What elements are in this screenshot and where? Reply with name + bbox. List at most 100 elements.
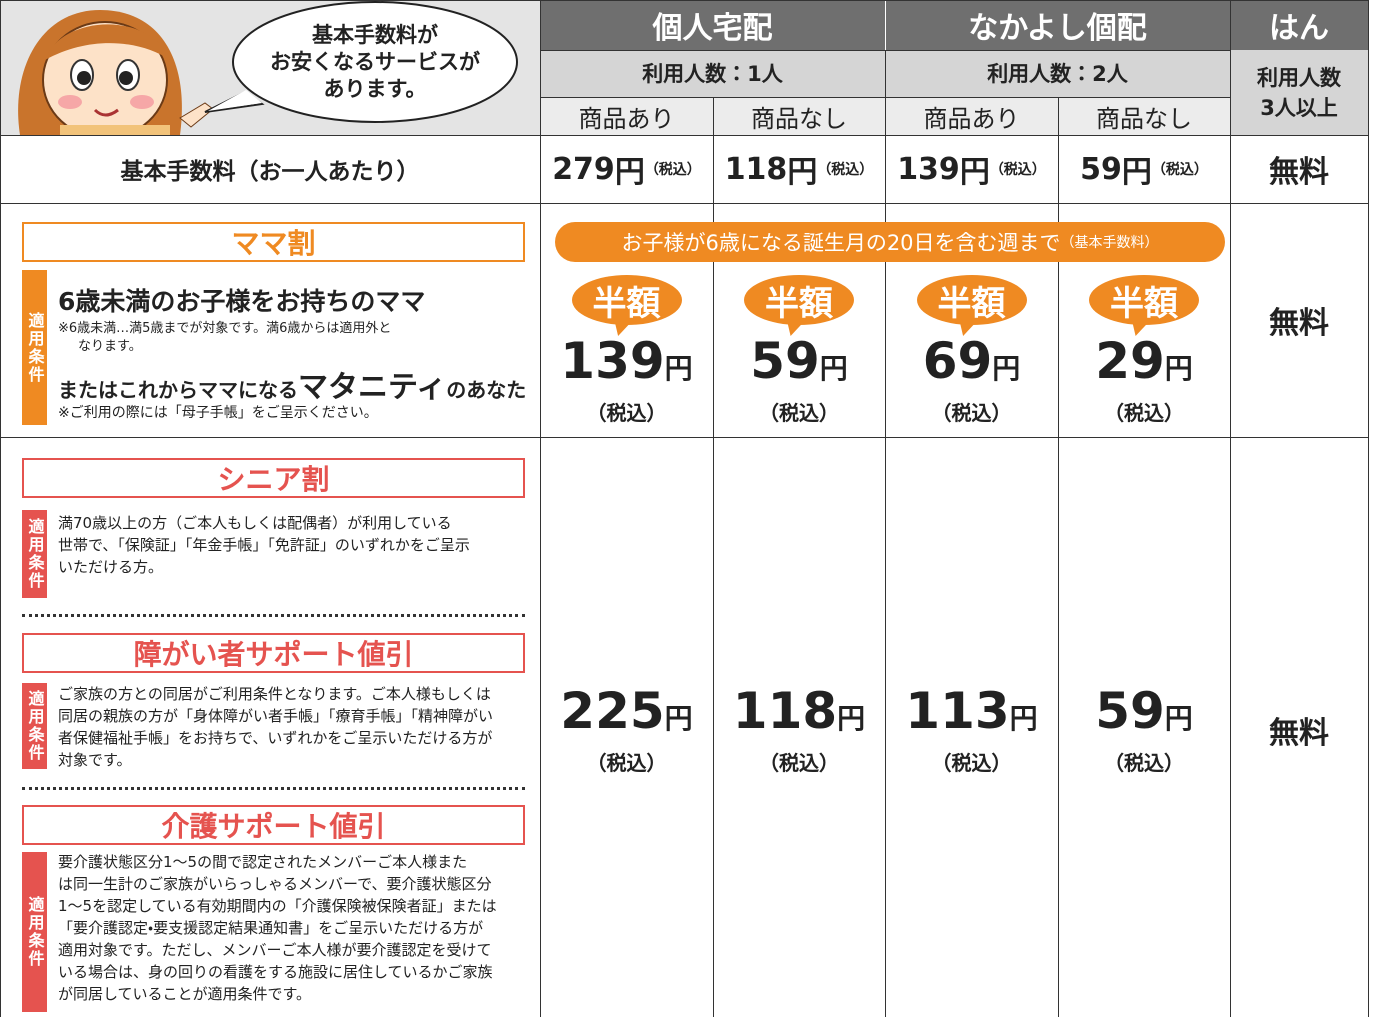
fee-amount: 59 — [750, 332, 820, 390]
tax-note: （税込） — [931, 401, 1012, 425]
condition-line: 対象です。 — [58, 751, 132, 769]
fee-amount: 139 — [560, 332, 665, 390]
rule — [540, 0, 541, 1017]
group-name: なかよし個配 — [968, 11, 1147, 46]
fee-cell: 59円 （税込） — [713, 330, 885, 430]
tax-note: （税込） — [817, 162, 874, 178]
tax-note: （税込） — [931, 751, 1012, 775]
maternity-part: マタニティ — [298, 370, 447, 405]
condition-line: いただける方。 — [58, 558, 164, 576]
half-price-badge: 半額 — [744, 275, 854, 325]
half-price-badge: 半額 — [916, 275, 1027, 325]
condition-line: 同居の親族の方が「身体障がい者手帳」「療育手帳」「精神障がい — [58, 707, 494, 725]
fee-cell: 59円（税込） — [1058, 680, 1230, 780]
tax-note: （税込） — [1151, 162, 1208, 178]
fee-unit: 円 — [959, 155, 990, 190]
condition-line: は同一生計のご家族がいらっしゃるメンバーで、要介護状態区分 — [58, 875, 492, 893]
note-line: ※6歳未満…満5歳までが対象です。満6歳からは適用外と — [58, 321, 392, 336]
condition-text: 満70歳以上の方（ご本人もしくは配偶者）が利用している 世帯で、「保険証」「年金手… — [58, 512, 533, 578]
fee-unit: 円 — [787, 155, 818, 190]
fee-amount: 113 — [905, 682, 1010, 740]
tax-note: （税込） — [989, 162, 1046, 178]
people-line: 利用人数：2人 — [987, 61, 1128, 86]
condition-line: 世帯で、「保険証」「年金手帳」「免許証」のいずれかをご呈示 — [58, 536, 470, 554]
fee-unit: 円 — [992, 352, 1021, 385]
fee-amount: 225 — [560, 682, 665, 740]
rule — [0, 437, 1368, 438]
maternity-part: のあなた — [446, 378, 527, 402]
fee-unit: 円 — [819, 352, 848, 385]
fee-amount: 59 — [1080, 151, 1122, 187]
fee-line: 29円 — [1095, 334, 1193, 400]
fee-line: 225円 — [560, 684, 692, 750]
rule — [1230, 0, 1231, 1017]
condition-line: 要介護状態区分1～5の間で認定されたメンバーご本人様また — [58, 853, 468, 871]
tax-note: （税込） — [759, 401, 839, 425]
row-label: 基本手数料（お一人あたり） — [120, 159, 420, 185]
condition-badge: 適用条件 — [22, 683, 47, 769]
fee-amount: 118 — [732, 682, 838, 740]
condition-badge: 適用条件 — [22, 852, 47, 1012]
free-label: 無料 — [1269, 306, 1329, 341]
target-text: 6歳未満のお子様をお持ちのママ — [58, 287, 426, 316]
condition-text: ご家族の方との同居がご利用条件となります。ご本人様もしくは 同居の親族の方が「身体… — [58, 683, 533, 771]
bubble-line: 基本手数料が — [312, 22, 438, 47]
people-count: 利用人数 3人以上 — [1230, 50, 1368, 135]
people-line: 利用人数 — [1257, 65, 1341, 90]
free-label: 無料 — [1269, 155, 1329, 190]
fee-cell: 279 円（税込） — [540, 135, 713, 203]
rule — [0, 0, 1368, 1]
fee-unit: 円 — [837, 702, 866, 735]
fee-unit: 円 — [1121, 155, 1152, 190]
condition-line: いる場合は、身の回りの看護をする施設に居住しているかご家族 — [58, 963, 493, 981]
free-label: 無料 — [1269, 716, 1329, 751]
fee-unit: 円 — [614, 155, 645, 190]
fee-cell: 139円 （税込） — [540, 330, 713, 430]
sub-header: 商品あり — [885, 97, 1058, 135]
discount-title: 障がい者サポート値引 — [22, 633, 525, 673]
fee-amount: 69 — [922, 332, 993, 390]
divider — [22, 787, 525, 790]
condition-line: 者保健福祉手帳」をお持ちで、いずれかをご呈示いただける方が — [58, 729, 493, 747]
fee-line: 59円 — [1095, 684, 1193, 750]
discount-title: シニア割 — [22, 458, 525, 498]
speech-bubble-text: 基本手数料が お安くなるサービスが あります。 — [240, 4, 510, 120]
condition-line: が同居していることが適用条件です。 — [58, 985, 312, 1003]
fee-cell: 225円 （税込） — [540, 680, 713, 780]
people-line: 利用人数：1人 — [642, 61, 783, 86]
condition-line: 適用対象です。ただし、メンバーご本人様が要介護認定を受けて — [58, 941, 492, 959]
condition-line: 「要介護認定・要支援認定結果通知書」をご呈示いただける方が — [58, 919, 484, 937]
fee-line: 118円 — [733, 684, 865, 750]
condition-text: 要介護状態区分1～5の間で認定されたメンバーご本人様または同一生計のご家族がいら… — [58, 851, 533, 1005]
condition-badge: 適用条件 — [22, 510, 47, 598]
tax-note: （税込） — [586, 401, 667, 425]
condition-badge: 適用条件 — [22, 270, 47, 425]
rule — [1058, 97, 1059, 1017]
fee-amount: 279 — [552, 151, 615, 187]
tax-note: （税込） — [759, 751, 839, 775]
half-price-badge: 半額 — [571, 275, 682, 325]
banner-small: （基本手数料） — [1060, 235, 1159, 251]
sub-header: 商品あり — [540, 97, 713, 135]
fee-cell: 29円 （税込） — [1058, 330, 1230, 430]
rule — [0, 203, 1368, 204]
people-line: 3人以上 — [1260, 95, 1338, 120]
fee-line: 69円 — [923, 334, 1021, 400]
bubble-line: あります。 — [323, 76, 427, 101]
tax-note: （税込） — [644, 162, 701, 178]
group-name: はん — [1269, 11, 1329, 46]
discount-title: 介護サポート値引 — [22, 805, 525, 845]
fee-unit: 円 — [664, 702, 693, 735]
condition-line: 1～5を認定している有効期間内の「介護保険被保険者証」または — [58, 897, 497, 915]
fee-amount: 139 — [897, 151, 960, 187]
condition-line: ご家族の方との同居がご利用条件となります。ご本人様もしくは — [58, 685, 491, 703]
bubble-line: お安くなるサービスが — [270, 49, 480, 74]
fee-unit: 円 — [664, 352, 693, 385]
fee-amount: 29 — [1095, 332, 1165, 390]
fee-line: 113円 — [905, 684, 1037, 750]
rule — [885, 50, 886, 1017]
